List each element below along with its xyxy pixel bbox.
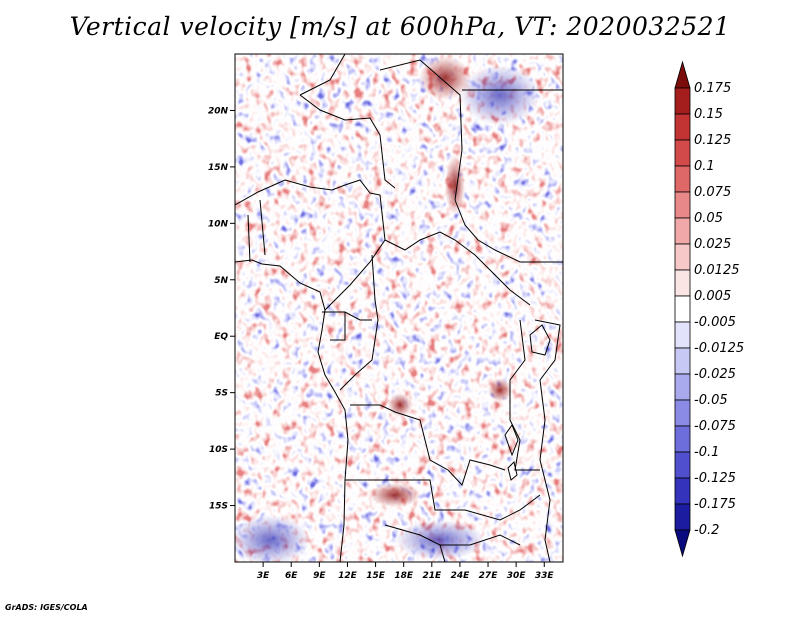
colorbar-label: -0.025 — [694, 367, 736, 382]
x-tick-label: 30E — [507, 571, 527, 581]
colorbar-swatch — [674, 191, 691, 219]
border — [339, 254, 379, 391]
border — [299, 94, 396, 189]
lake — [529, 324, 551, 356]
colorbar-swatch — [674, 243, 691, 271]
colorbar-swatch — [674, 451, 691, 479]
border — [384, 524, 521, 546]
x-tick-label: 24E — [451, 571, 471, 581]
y-tick-label: 15N — [208, 163, 229, 173]
border — [509, 319, 540, 471]
colorbar-swatch — [674, 425, 691, 453]
colorbar-swatch — [674, 87, 691, 115]
x-tick-label: 18E — [394, 571, 414, 581]
vertical-velocity-field — [235, 54, 563, 562]
colorbar-label: -0.075 — [694, 419, 736, 434]
y-tick-label: 15S — [209, 502, 228, 512]
y-tick-label: 10S — [209, 445, 228, 455]
border — [330, 312, 346, 341]
x-tick-label: 33E — [535, 571, 555, 581]
colorbar-swatch — [674, 477, 691, 505]
downdraft-area — [460, 65, 540, 125]
strong-updraft-area — [419, 56, 471, 100]
chart-title: Vertical velocity [m/s] at 600hPa, VT: 2… — [69, 12, 731, 41]
border — [299, 54, 346, 96]
colorbar-label: 0.05 — [694, 211, 723, 226]
updraft-area — [369, 483, 421, 507]
colorbar-label: 0.125 — [694, 133, 731, 148]
colorbar-swatch — [674, 321, 691, 349]
colorbar-swatch — [674, 269, 691, 297]
colorbar-label: 0.075 — [694, 185, 731, 200]
colorbar-top-arrow — [674, 60, 691, 89]
colorbar-label: 0.005 — [694, 289, 731, 304]
x-tick-label: 15E — [366, 571, 386, 581]
colorbar-label: -0.0125 — [694, 341, 744, 356]
colorbar-swatch — [674, 165, 691, 193]
colorbar-label: 0.175 — [694, 81, 731, 96]
updraft-area — [445, 155, 465, 215]
political-borders — [235, 54, 563, 562]
colorbar-label: -0.2 — [694, 523, 719, 538]
lake — [504, 423, 519, 457]
y-tick-label: 5S — [215, 389, 228, 399]
colorbar-swatch — [674, 373, 691, 401]
downdraft-area — [395, 520, 485, 560]
border — [379, 59, 463, 201]
colorbar-swatch — [674, 503, 691, 531]
y-tick-label: 10N — [208, 219, 229, 229]
colorbar-label: 0.1 — [694, 159, 715, 174]
colorbar: 0.175 0.15 0.125 0.1 0.075 0.05 0.025 0.0125 0.0… — [674, 60, 744, 558]
colorbar-label: -0.05 — [694, 393, 728, 408]
border — [534, 319, 561, 381]
border — [247, 214, 251, 263]
y-tick-label: 20N — [208, 106, 229, 116]
colorbar-swatch — [674, 113, 691, 141]
colorbar-bottom-arrow — [674, 529, 691, 558]
colorbar-label: -0.1 — [694, 445, 719, 460]
updraft-area — [488, 378, 512, 402]
colorbar-label: -0.005 — [694, 315, 736, 330]
x-axis: 3E 6E 9E 12E 15E 18E 21E 24E 27E 30E 33E — [257, 562, 555, 581]
coastline — [235, 259, 349, 562]
x-tick-label: 9E — [313, 571, 326, 581]
border — [345, 479, 541, 521]
y-axis: 20N 15N 10N 5N EQ 5S 10S 15S — [208, 106, 235, 512]
colorbar-label: 0.0125 — [694, 263, 740, 278]
colorbar-label: 0.025 — [694, 237, 731, 252]
border — [322, 311, 372, 321]
border — [439, 544, 446, 562]
border — [384, 231, 531, 306]
border — [454, 199, 563, 263]
x-tick-label: 21E — [422, 571, 442, 581]
colorbar-label: 0.15 — [694, 107, 723, 122]
colorbar-label: -0.125 — [694, 471, 736, 486]
y-tick-label: EQ — [214, 332, 228, 342]
downdraft-area — [235, 515, 310, 562]
colorbar-label: -0.175 — [694, 497, 736, 512]
colorbar-swatch — [674, 139, 691, 167]
border — [235, 179, 386, 311]
x-tick-label: 6E — [285, 571, 298, 581]
grads-credit: GrADS: IGES/COLA — [5, 603, 88, 612]
x-tick-label: 3E — [257, 571, 270, 581]
lake — [507, 461, 518, 481]
y-tick-label: 5N — [214, 276, 228, 286]
border — [350, 404, 506, 486]
x-tick-label: 27E — [479, 571, 499, 581]
x-tick-label: 12E — [338, 571, 358, 581]
border — [539, 379, 551, 562]
plot-frame — [234, 53, 564, 563]
colorbar-swatch — [674, 217, 691, 245]
border — [259, 199, 266, 256]
colorbar-swatch — [674, 399, 691, 427]
colorbar-swatch — [674, 295, 691, 323]
colorbar-swatch — [674, 347, 691, 375]
